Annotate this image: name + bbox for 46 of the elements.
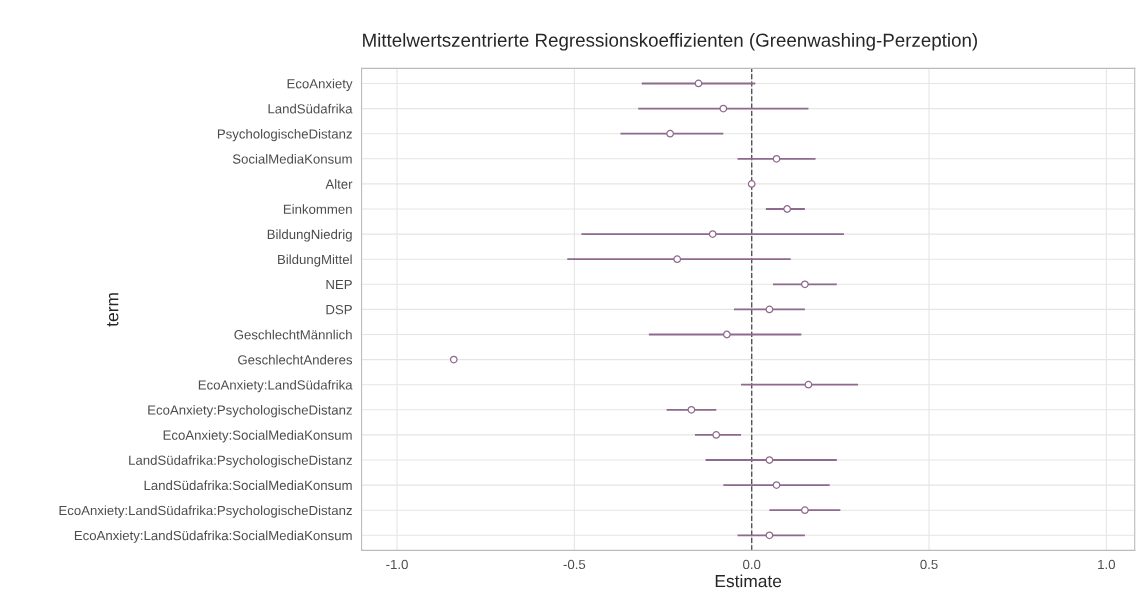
point <box>673 255 682 264</box>
y-tick-label: EcoAnxiety:PsychologischeDistanz <box>148 405 352 418</box>
y-tick-label: Einkommen <box>283 204 352 214</box>
point <box>666 129 675 138</box>
y-tick-label: PsychologischeDistanz <box>217 128 352 142</box>
y-tick-label: EcoAnxiety:LandSüdafrika:SocialMediaKonsum <box>74 530 352 543</box>
point <box>804 380 813 389</box>
point <box>719 104 728 113</box>
point <box>712 431 721 439</box>
y-tick-label: BildungMittel <box>278 254 352 267</box>
point <box>722 330 731 339</box>
x-tick-label: -0.5 <box>563 559 586 570</box>
y-tick-label: LandSüdafrika:PsychologischeDistanz <box>129 455 352 468</box>
y-tick-label: NEP <box>326 280 352 290</box>
x-tick-label: -1.0 <box>386 559 408 570</box>
point <box>747 180 756 188</box>
x-tick-label: 0.5 <box>920 559 938 570</box>
point <box>765 531 774 540</box>
point <box>801 506 809 515</box>
y-tick-label: EcoAnxiety:LandSüdafrika <box>198 379 353 393</box>
y-tick-label: Alter <box>325 179 353 189</box>
y-axis-title: term <box>107 293 119 327</box>
point <box>783 205 792 213</box>
y-tick-label: GeschlechtAnderes <box>238 354 353 365</box>
y-tick-label: DSP <box>326 304 352 315</box>
y-tick-label: EcoAnxiety <box>287 78 353 91</box>
point <box>694 79 703 88</box>
point <box>772 481 781 489</box>
y-tick-label: EcoAnxiety:LandSüdafrika:PsychologischeDistanz <box>59 505 352 518</box>
point <box>765 456 774 464</box>
y-tick-label: GeschlechtMännlich <box>234 329 352 340</box>
point <box>687 405 696 414</box>
point <box>765 305 774 314</box>
y-tick-label: SocialMediaKonsum <box>232 154 352 164</box>
point <box>801 280 809 289</box>
x-tick-label: 1.0 <box>1098 559 1116 570</box>
chart-title: Mittelwertszentrierte Regressionskoeffizienten (Greenwashing-Perzeption) <box>363 33 978 51</box>
point <box>449 355 458 364</box>
x-axis-title: Estimate <box>715 574 782 588</box>
x-tick-label: 0.0 <box>743 559 761 570</box>
y-tick-label: LandSüdafrika <box>268 103 353 114</box>
point <box>772 154 781 163</box>
y-tick-label: EcoAnxiety:SocialMediaKonsum <box>163 430 352 443</box>
point <box>708 230 717 238</box>
y-tick-label: LandSüdafrika:SocialMediaKonsum <box>144 480 352 491</box>
y-tick-label: BildungNiedrig <box>267 229 352 242</box>
